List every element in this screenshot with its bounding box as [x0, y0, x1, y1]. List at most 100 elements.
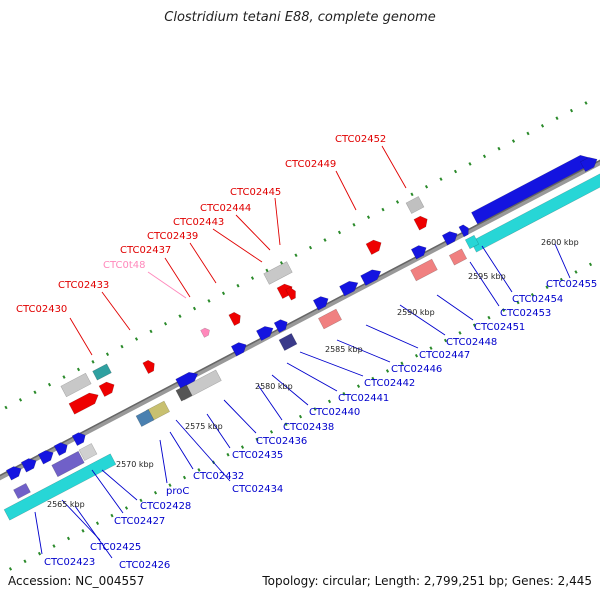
- gene-block: [175, 384, 193, 402]
- map-title: Clostridium tetani E88, complete genome: [164, 10, 436, 25]
- track-dot: [400, 361, 404, 366]
- track-dot: [149, 329, 153, 334]
- track-dot: [511, 139, 516, 143]
- track-dot: [424, 184, 429, 189]
- track-dot: [182, 475, 187, 480]
- label-connector: [169, 431, 194, 470]
- cds-arrow: [365, 239, 382, 255]
- track-dot: [410, 192, 414, 197]
- track-dot: [207, 299, 211, 303]
- cds-arrow: [312, 296, 329, 311]
- accession-text: Accession: NC_004557: [8, 574, 145, 588]
- track-dot: [250, 276, 255, 280]
- topology-summary: Topology: circular; Length: 2,799,251 bp…: [262, 574, 592, 588]
- cds-arrow: [410, 245, 427, 260]
- track-dot: [497, 146, 501, 151]
- track-dot: [139, 498, 143, 503]
- track-dot: [23, 559, 27, 564]
- track-dot: [81, 529, 85, 533]
- label-connector: [206, 413, 231, 449]
- track-dot: [120, 344, 124, 349]
- label-connector: [365, 324, 419, 349]
- gene-label: CTC02436: [256, 436, 307, 447]
- track-dot: [279, 261, 284, 265]
- gene-block: [78, 443, 98, 461]
- scale-label: 2580 kbp: [255, 382, 293, 391]
- gene-label: CTC02440: [309, 407, 360, 418]
- track-dot: [95, 521, 100, 526]
- track-dot: [487, 315, 491, 320]
- scale-label: 2565 kbp: [47, 500, 85, 509]
- cds-arrow: [458, 224, 469, 238]
- gene-block: [51, 450, 85, 478]
- label-connector: [257, 384, 283, 421]
- label-connector: [69, 317, 93, 356]
- cds-band: [470, 171, 600, 253]
- track-dot: [298, 414, 303, 419]
- gene-block: [405, 196, 425, 214]
- gene-label: CTC02445: [230, 187, 281, 198]
- track-dot: [327, 399, 332, 404]
- label-connector: [212, 228, 263, 263]
- track-dot: [66, 536, 71, 541]
- track-dot: [269, 430, 274, 434]
- label-connector: [436, 294, 474, 321]
- label-connector: [91, 469, 124, 514]
- track-dot: [255, 437, 259, 442]
- label-connector: [271, 374, 309, 406]
- gene-block: [278, 333, 298, 351]
- label-connector: [61, 499, 101, 541]
- cds-arrow: [228, 311, 241, 326]
- cds-arrow: [68, 392, 99, 415]
- gene-label: CTC02447: [419, 350, 470, 361]
- cds-arrow: [580, 157, 598, 172]
- label-connectors: [34, 145, 571, 559]
- cds-arrow: [53, 442, 68, 456]
- scale-label: 2590 kbp: [397, 308, 435, 317]
- track-dot: [381, 207, 385, 212]
- label-connector: [101, 469, 138, 501]
- label-connector: [335, 170, 357, 211]
- gene-block: [13, 482, 31, 500]
- cds-arrow: [339, 280, 359, 297]
- gene-block: [464, 234, 480, 250]
- label-connector: [235, 214, 271, 251]
- track-dot: [163, 321, 168, 326]
- gene-label: CTC02438: [283, 422, 334, 433]
- track-dot: [371, 376, 375, 381]
- track-dot: [168, 483, 172, 487]
- track-dot: [395, 200, 400, 204]
- gene-label: CTC02455: [546, 279, 597, 290]
- track-dot: [366, 215, 371, 219]
- gene-label: CTC02444: [200, 203, 251, 214]
- track-dot: [569, 108, 574, 113]
- label-connector: [381, 145, 407, 189]
- gene-label: proC: [166, 486, 189, 497]
- cds-band: [3, 453, 117, 521]
- track-dot: [342, 392, 346, 396]
- label-connector: [34, 511, 43, 555]
- track-dot: [134, 337, 139, 341]
- backbone-line: [0, 159, 600, 481]
- track-dot: [178, 314, 182, 318]
- track-dot: [516, 300, 520, 305]
- trna-feature: [200, 327, 210, 338]
- track-dot: [337, 230, 342, 235]
- track-dot: [414, 353, 419, 358]
- track-dot: [294, 253, 298, 258]
- label-connector: [469, 261, 500, 307]
- track-dot: [33, 390, 37, 395]
- track-dot: [545, 285, 549, 290]
- gene-block: [410, 258, 438, 282]
- label-connector: [101, 291, 131, 331]
- track-dot: [105, 352, 110, 357]
- track-dot: [37, 551, 42, 556]
- track-dot: [429, 346, 433, 350]
- cds-arrow: [20, 458, 37, 473]
- track-dot: [482, 154, 487, 159]
- gene-label: CTC02441: [338, 393, 389, 404]
- gene-label: CTC02453: [500, 308, 551, 319]
- track-dot: [124, 506, 129, 510]
- gene-block: [318, 308, 342, 330]
